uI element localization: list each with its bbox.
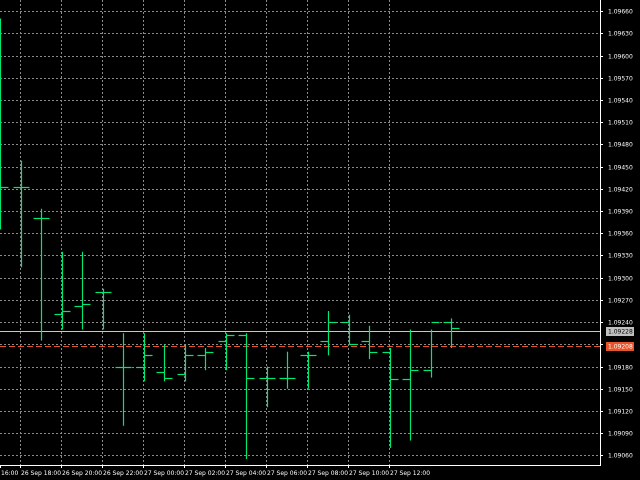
ohlc-bar[interactable] <box>259 366 276 408</box>
ohlc-bar[interactable] <box>279 351 296 389</box>
ask-price-label: 1.09208 <box>608 344 633 351</box>
price-tick-label: 1.09240 <box>608 320 633 327</box>
time-tick-label: 26 Sep 18:00 <box>21 470 61 477</box>
ohlc-bar[interactable] <box>341 314 358 346</box>
time-axis: 16:00 26 Sep 18:00 26 Sep 20:00 26 Sep 22:0… <box>0 465 430 477</box>
price-axis: 1.09660 1.09630 1.09600 1.09570 1.09540 1.095… <box>600 9 633 460</box>
ohlc-bar[interactable] <box>136 333 153 382</box>
ohlc-bar[interactable] <box>197 348 214 371</box>
price-tick-label: 1.09660 <box>608 9 633 16</box>
price-bars[interactable] <box>0 18 460 460</box>
time-tick-label: 16:00 <box>1 470 18 477</box>
price-tick-label: 1.09270 <box>608 298 633 305</box>
price-tick-label: 1.09150 <box>608 387 633 394</box>
time-tick-label: 27 Sep 12:00 <box>390 470 430 477</box>
time-tick-label: 27 Sep 02:00 <box>185 470 225 477</box>
price-tick-label: 1.09360 <box>608 231 633 238</box>
time-tick-label: 27 Sep 04:00 <box>226 470 266 477</box>
price-tick-label: 1.09120 <box>608 409 633 416</box>
price-tick-label: 1.09450 <box>608 165 633 172</box>
price-tick-label: 1.09330 <box>608 253 633 260</box>
price-tick-label: 1.09540 <box>608 98 633 105</box>
chart-grid <box>0 0 600 465</box>
price-tick-label: 1.09420 <box>608 187 633 194</box>
ohlc-bar[interactable] <box>156 344 173 382</box>
ohlc-bar[interactable] <box>33 208 50 341</box>
ohlc-bar[interactable] <box>13 160 30 268</box>
price-tick-label: 1.09390 <box>608 209 633 216</box>
ohlc-bar[interactable] <box>54 251 71 330</box>
time-tick-label: 26 Sep 22:00 <box>103 470 143 477</box>
ohlc-bar[interactable] <box>115 333 132 426</box>
price-lines <box>0 331 600 347</box>
time-tick-label: 27 Sep 08:00 <box>308 470 348 477</box>
time-tick-label: 26 Sep 20:00 <box>62 470 102 477</box>
price-tick-label: 1.09090 <box>608 431 633 438</box>
chart-axes <box>0 0 601 466</box>
time-tick-label: 27 Sep 10:00 <box>349 470 389 477</box>
ohlc-bar[interactable] <box>443 318 460 349</box>
ohlc-bar[interactable] <box>218 333 235 371</box>
ohlc-bar[interactable] <box>423 321 440 378</box>
price-tags: 1.09228 1.09208 <box>606 327 634 351</box>
price-tick-label: 1.09180 <box>608 365 633 372</box>
ohlc-bar[interactable] <box>300 351 317 389</box>
ohlc-bar[interactable] <box>238 333 255 460</box>
time-tick-label: 27 Sep 06:00 <box>267 470 307 477</box>
price-tick-label: 1.09060 <box>608 453 633 460</box>
ohlc-bar[interactable] <box>95 288 112 330</box>
price-tick-label: 1.09510 <box>608 120 633 127</box>
price-tick-label: 1.09600 <box>608 54 633 61</box>
bid-price-tag: 1.09228 <box>606 327 634 336</box>
ohlc-bar[interactable] <box>320 310 337 356</box>
price-tick-label: 1.09480 <box>608 142 633 149</box>
price-tick-label: 1.09570 <box>608 76 633 83</box>
ohlc-bar[interactable] <box>74 251 91 330</box>
ohlc-bar[interactable] <box>361 325 378 360</box>
bid-price-label: 1.09228 <box>608 329 633 336</box>
ohlc-bar[interactable] <box>0 18 9 230</box>
time-tick-label: 27 Sep 00:00 <box>144 470 184 477</box>
ask-price-tag: 1.09208 <box>606 342 634 351</box>
price-tick-label: 1.09300 <box>608 276 633 283</box>
price-tick-label: 1.09630 <box>608 31 633 38</box>
ohlc-bar[interactable] <box>382 348 399 448</box>
ohlc-bar[interactable] <box>402 329 419 441</box>
ohlc-bar[interactable] <box>177 344 194 382</box>
